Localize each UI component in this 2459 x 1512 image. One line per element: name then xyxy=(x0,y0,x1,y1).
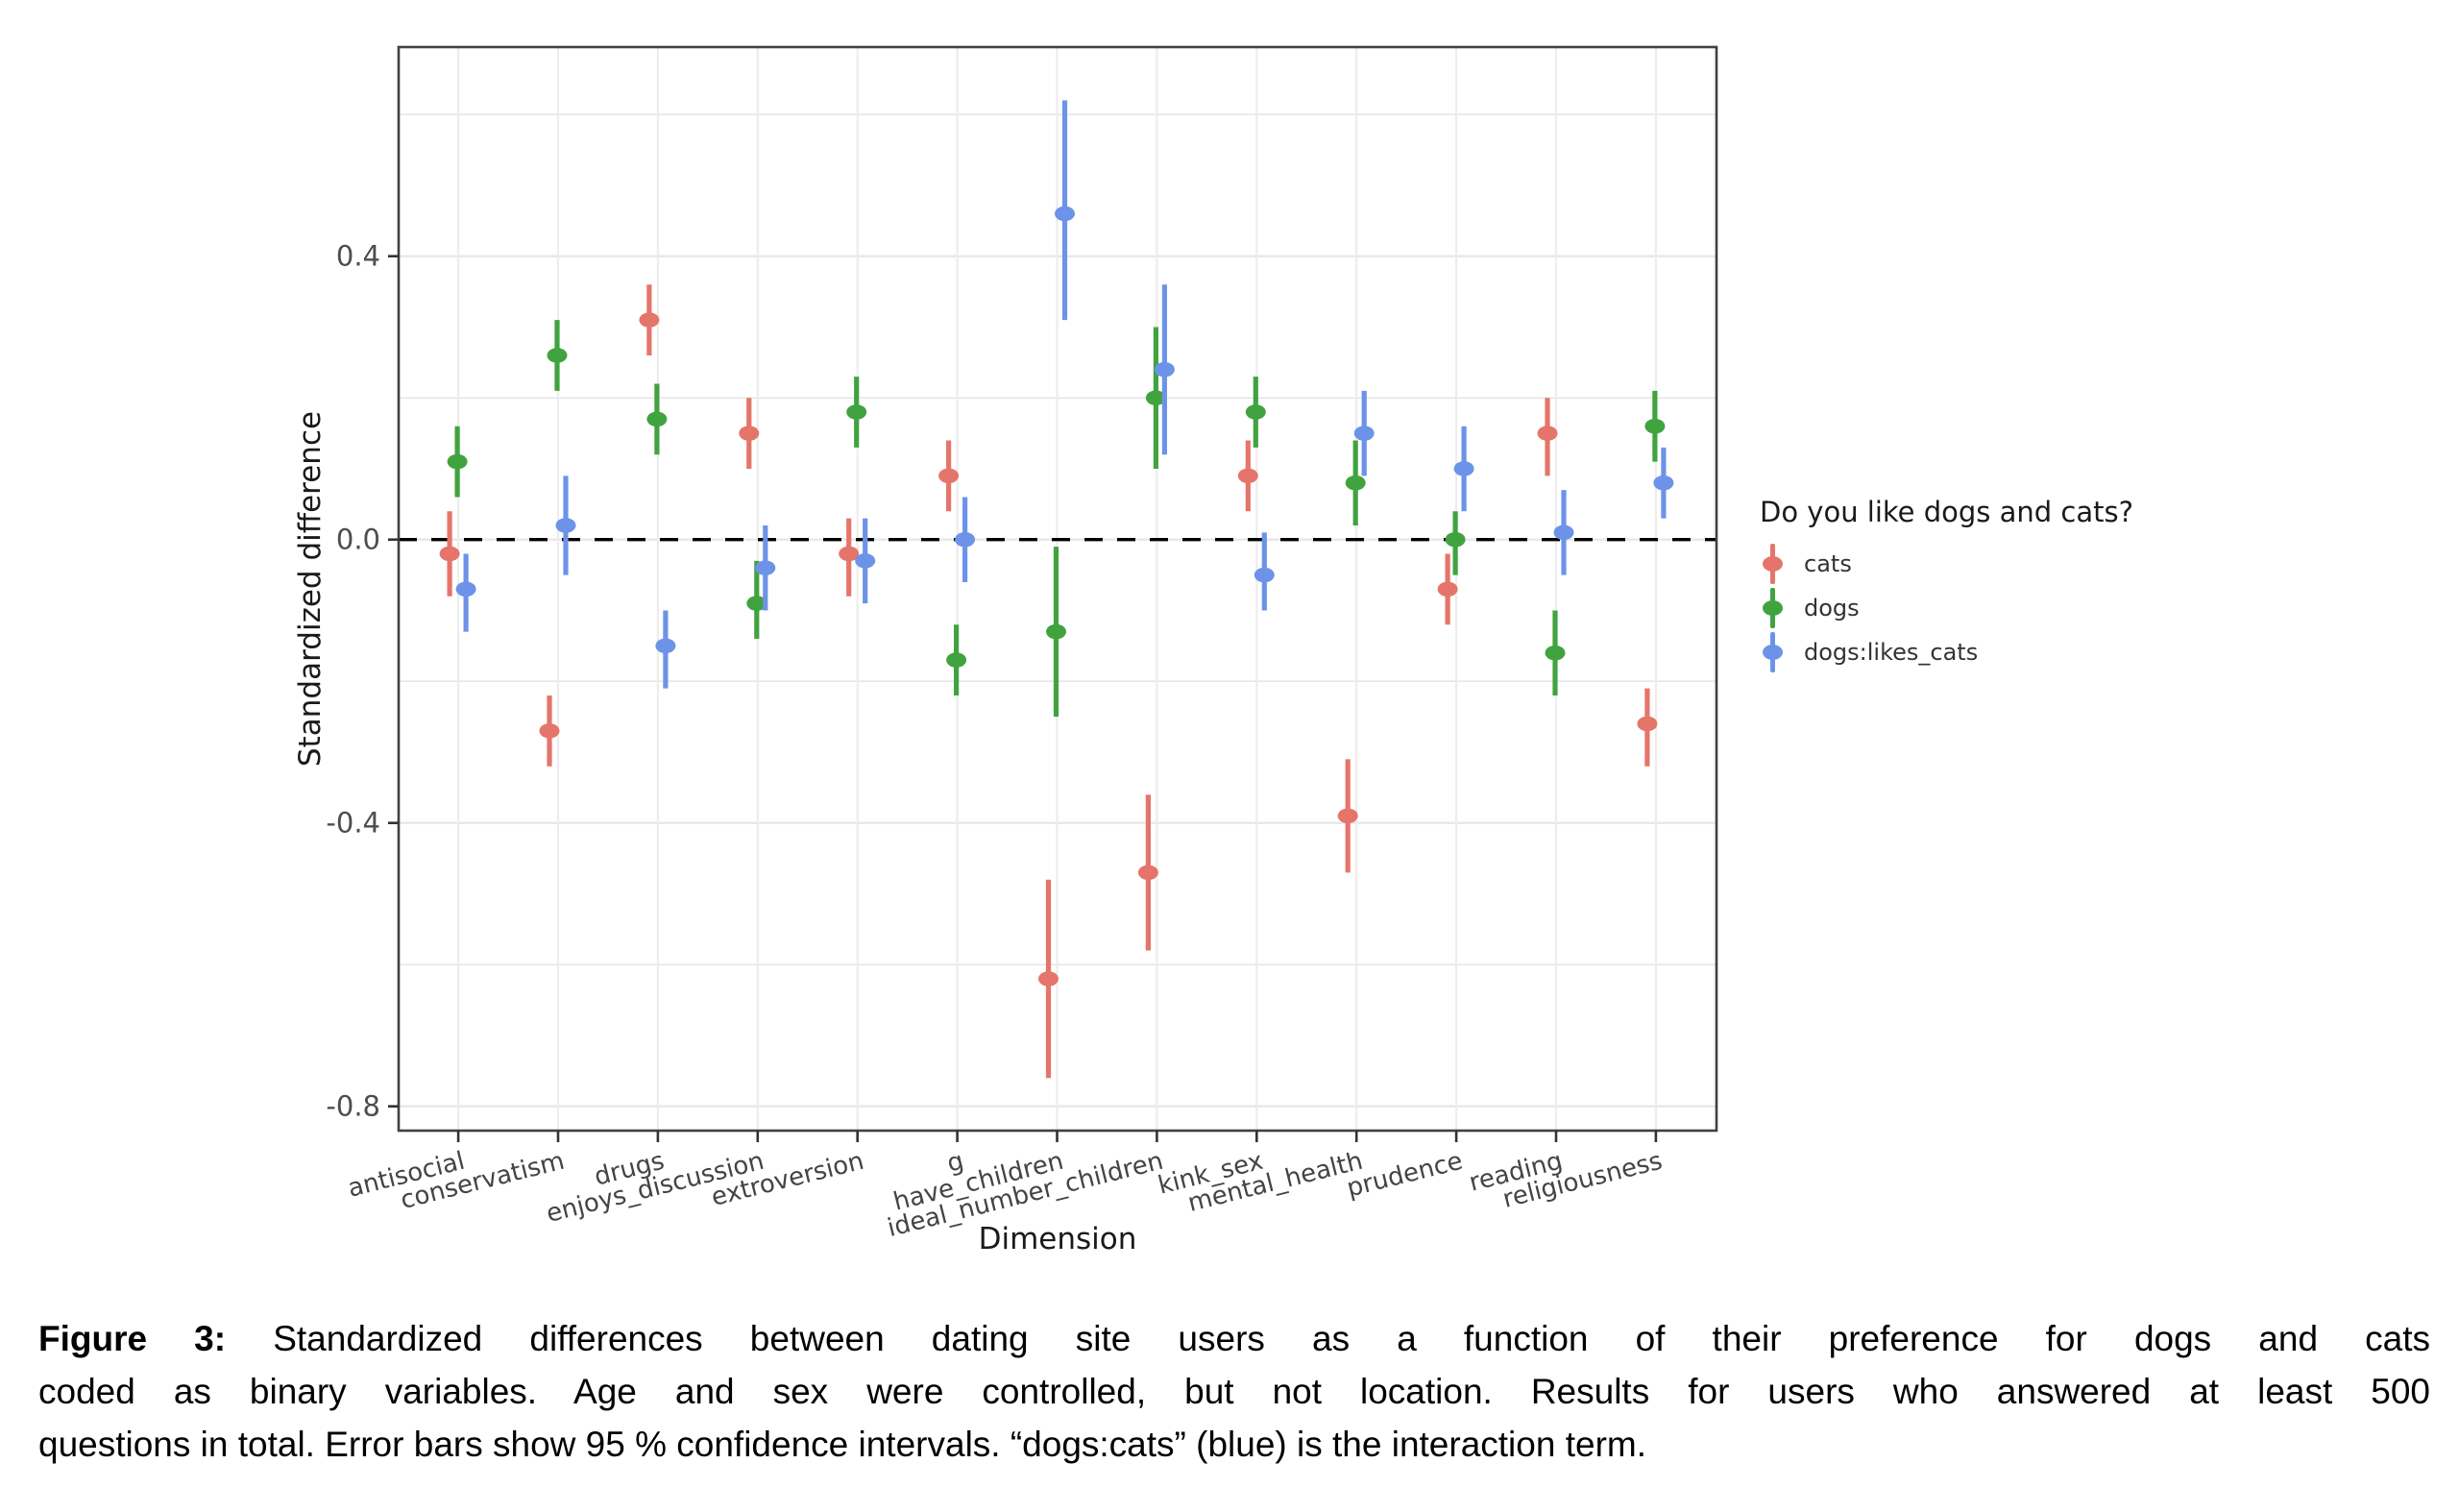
data-point-cats-conservatism xyxy=(539,723,560,739)
pointrange-key-icon xyxy=(1760,586,1787,630)
legend-item-label: cats xyxy=(1804,550,1852,577)
data-point-cats-enjoys_discussion xyxy=(739,426,760,441)
data-point-cats-prudence xyxy=(1437,581,1458,597)
legend-item-dogs: dogs xyxy=(1760,586,2133,630)
data-point-cats-have_children xyxy=(1038,971,1059,987)
legend-item-label: dogs xyxy=(1804,595,1860,622)
data-point-cats-mental_health xyxy=(1337,808,1358,824)
pointrange-key-icon xyxy=(1760,630,1787,674)
pointrange-key-icon xyxy=(1760,542,1787,586)
data-point-cats-drugs xyxy=(639,312,660,328)
caption-text: Standardized differences between dating … xyxy=(273,1319,2430,1358)
caption-line: questions in total. Error bars show 95 %… xyxy=(38,1425,1646,1464)
data-point-dogs-have_children xyxy=(1046,623,1066,640)
data-point-dogs-antisocial xyxy=(447,453,468,470)
legend: Do you like dogs and cats? cats dogs dog… xyxy=(1760,496,2133,674)
data-point-dogs:likes_cats-antisocial xyxy=(455,581,476,597)
data-point-dogs:likes_cats-prudence xyxy=(1453,461,1474,476)
data-point-cats-kink_sex xyxy=(1237,468,1258,484)
data-point-dogs:likes_cats-mental_health xyxy=(1353,426,1375,441)
data-point-cats-antisocial xyxy=(439,546,460,562)
data-point-dogs-g xyxy=(946,652,967,668)
data-point-cats-religiousness xyxy=(1637,716,1658,732)
x-axis-title: Dimension xyxy=(979,1222,1137,1256)
x-tick-label: prudence xyxy=(1344,1147,1466,1204)
caption-figure-label: Figure 3: xyxy=(38,1319,227,1358)
data-point-cats-g xyxy=(938,468,960,484)
legend-title: Do you like dogs and cats? xyxy=(1760,496,2133,528)
data-point-dogs:likes_cats-religiousness xyxy=(1653,475,1674,491)
y-axis-title: Standardized difference xyxy=(293,411,328,767)
data-point-dogs:likes_cats-kink_sex xyxy=(1254,567,1275,583)
caption-line: Figure 3: Standardized differences betwe… xyxy=(38,1312,2430,1365)
data-point-cats-reading xyxy=(1537,426,1558,441)
data-point-dogs-mental_health xyxy=(1345,475,1366,491)
caption-line: coded as binary variables. Age and sex w… xyxy=(38,1372,2430,1411)
y-tick-label: -0.8 xyxy=(326,1090,380,1123)
data-point-dogs-ideal_number_children xyxy=(1145,390,1166,406)
legend-item-label: dogs:likes_cats xyxy=(1804,639,1979,666)
data-point-dogs:likes_cats-have_children xyxy=(1055,206,1075,222)
y-tick-label: -0.4 xyxy=(326,807,380,840)
data-point-dogs:likes_cats-g xyxy=(955,531,976,548)
data-point-dogs:likes_cats-conservatism xyxy=(555,518,576,533)
y-tick-label: 0.0 xyxy=(336,524,380,556)
legend-item-dogs-likes-cats: dogs:likes_cats xyxy=(1760,630,2133,674)
legend-item-cats: cats xyxy=(1760,542,2133,586)
data-point-dogs-kink_sex xyxy=(1245,404,1266,420)
data-point-dogs-reading xyxy=(1545,645,1566,661)
data-point-cats-ideal_number_children xyxy=(1137,865,1158,881)
data-point-dogs:likes_cats-ideal_number_children xyxy=(1154,361,1175,378)
data-point-dogs:likes_cats-extroversion xyxy=(855,553,876,569)
data-point-dogs-religiousness xyxy=(1644,418,1666,434)
x-tick-label: g xyxy=(944,1147,966,1179)
data-point-dogs-drugs xyxy=(646,411,668,427)
x-tick-label: mental_health xyxy=(1185,1147,1366,1218)
data-point-dogs-prudence xyxy=(1445,531,1466,548)
data-point-dogs-enjoys_discussion xyxy=(746,596,767,611)
data-point-dogs:likes_cats-enjoys_discussion xyxy=(755,560,776,575)
y-tick-label: 0.4 xyxy=(336,240,380,273)
data-point-dogs-conservatism xyxy=(547,348,568,363)
figure-caption: Figure 3: Standardized differences betwe… xyxy=(38,1312,2430,1471)
data-point-dogs:likes_cats-drugs xyxy=(655,638,676,654)
data-point-dogs-extroversion xyxy=(846,404,867,420)
data-point-dogs:likes_cats-reading xyxy=(1553,524,1574,541)
data-point-cats-extroversion xyxy=(839,546,860,562)
